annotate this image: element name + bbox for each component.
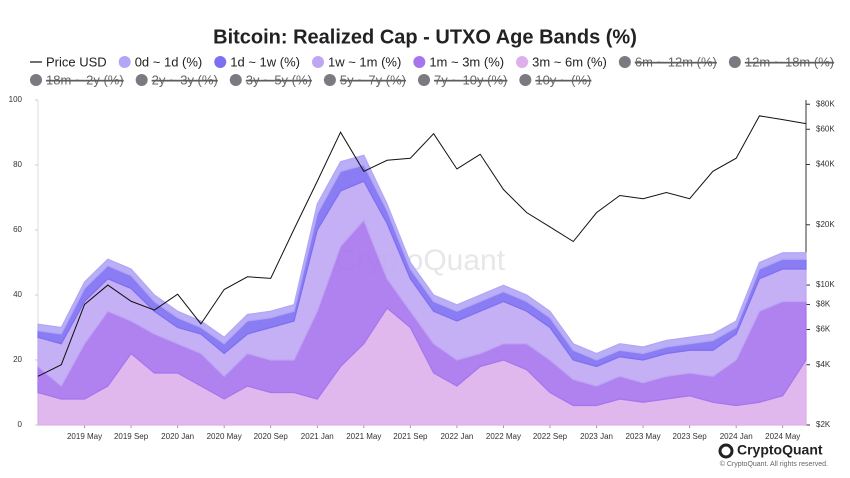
y2-tick-label: $60K <box>816 124 835 133</box>
legend-label: Price USD <box>46 54 107 69</box>
y-tick-label: 60 <box>13 225 22 234</box>
legend-swatch <box>312 56 324 68</box>
legend-swatch <box>135 74 148 86</box>
x-tick-label: 2022 Jan <box>440 432 473 441</box>
x-tick-label: 2023 Sep <box>673 432 708 441</box>
y2-tick-label: $8K <box>816 300 831 309</box>
legend-item[interactable]: 1w ~ 1m (%) <box>312 54 401 69</box>
legend-item[interactable]: 12m ~ 18m (%) <box>728 54 835 69</box>
legend-item[interactable]: 1m ~ 3m (%) <box>413 54 504 69</box>
x-tick-label: 2023 May <box>626 432 661 441</box>
legend-swatch <box>118 56 131 68</box>
chart-title: Bitcoin: Realized Cap - UTXO Age Bands (… <box>213 26 637 48</box>
y2-tick-label: $4K <box>816 360 831 369</box>
brand-logo <box>718 443 734 459</box>
legend-item[interactable]: 1d ~ 1w (%) <box>214 54 300 69</box>
x-tick-label: 2022 May <box>486 432 521 441</box>
legend-label: 7y ~ 10y (%) <box>434 72 507 87</box>
legend-swatch <box>418 74 430 86</box>
legend-item[interactable]: 7y ~ 10y (%) <box>418 72 508 87</box>
legend-label: 1w ~ 1m (%) <box>328 54 401 69</box>
legend-item[interactable]: 0d ~ 1d (%) <box>118 54 203 69</box>
legend-swatch <box>618 56 631 68</box>
legend-swatch <box>30 74 42 86</box>
legend-swatch <box>214 56 227 68</box>
x-tick-label: 2024 May <box>765 432 800 441</box>
area <box>37 154 807 361</box>
brand: CryptoQuant <box>737 442 823 458</box>
y2-tick-label: $2K <box>816 420 831 429</box>
legend-swatch <box>519 74 532 86</box>
y2-tick-label: $6K <box>816 325 831 334</box>
x-tick-label: 2020 Sep <box>254 432 289 441</box>
legend-item[interactable]: 5y ~ 7y (%) <box>323 72 406 87</box>
legend-label: 2y ~ 3y (%) <box>152 72 218 87</box>
legend-item[interactable]: Price USD <box>30 54 107 69</box>
legend-swatch <box>413 56 426 68</box>
legend-label: 5y ~ 7y (%) <box>340 72 406 87</box>
legend-swatch <box>728 56 741 68</box>
legend-item[interactable]: 6m ~ 12m (%) <box>618 54 717 69</box>
legend-item[interactable]: 10y ~ (%) <box>519 72 592 87</box>
legend-label: 3m ~ 6m (%) <box>532 54 607 69</box>
x-tick-label: 2024 Jan <box>720 432 753 441</box>
legend-label: 1d ~ 1w (%) <box>230 54 300 69</box>
y-tick-label: 0 <box>18 420 23 429</box>
x-tick-label: 2021 Jan <box>301 432 334 441</box>
legend-label: 10y ~ (%) <box>535 72 591 87</box>
x-tick-label: 2019 May <box>67 432 102 441</box>
legend-item[interactable]: 2y ~ 3y (%) <box>135 72 218 87</box>
x-tick-label: 2022 Sep <box>533 432 568 441</box>
y2-tick-label: $10K <box>816 280 835 289</box>
legend-swatch <box>516 56 529 68</box>
y2-tick-label: $40K <box>816 160 835 169</box>
legend-label: 3y ~ 5y (%) <box>246 72 312 87</box>
y2-tick-label: $80K <box>816 99 835 108</box>
legend-swatch <box>229 74 242 86</box>
legend-item[interactable]: 3m ~ 6m (%) <box>516 54 607 69</box>
x-tick-label: 2021 May <box>346 432 381 441</box>
y-tick-label: 100 <box>9 95 23 104</box>
x-tick-label: 2020 May <box>207 432 242 441</box>
price-line <box>37 115 807 377</box>
legend-label: 6m ~ 12m (%) <box>635 54 717 69</box>
legend-label: 1m ~ 3m (%) <box>429 54 504 69</box>
legend-label: 18m ~ 2y (%) <box>46 72 124 87</box>
copyright: © CryptoQuant. All rights reserved. <box>720 460 828 468</box>
y-tick-label: 20 <box>13 355 22 364</box>
y-tick-label: 80 <box>13 160 22 169</box>
legend-item[interactable]: 18m ~ 2y (%) <box>30 72 124 87</box>
x-tick-label: 2019 Sep <box>114 432 149 441</box>
x-tick-label: 2021 Sep <box>393 432 428 441</box>
legend-item[interactable]: 3y ~ 5y (%) <box>229 72 312 87</box>
legend-label: 12m ~ 18m (%) <box>745 54 834 69</box>
legend-swatch <box>323 74 336 86</box>
y-tick-label: 40 <box>13 290 22 299</box>
x-tick-label: 2023 Jan <box>580 432 613 441</box>
y2-tick-label: $20K <box>816 220 835 229</box>
x-tick-label: 2020 Jan <box>161 432 194 441</box>
legend-label: 0d ~ 1d (%) <box>135 54 203 69</box>
